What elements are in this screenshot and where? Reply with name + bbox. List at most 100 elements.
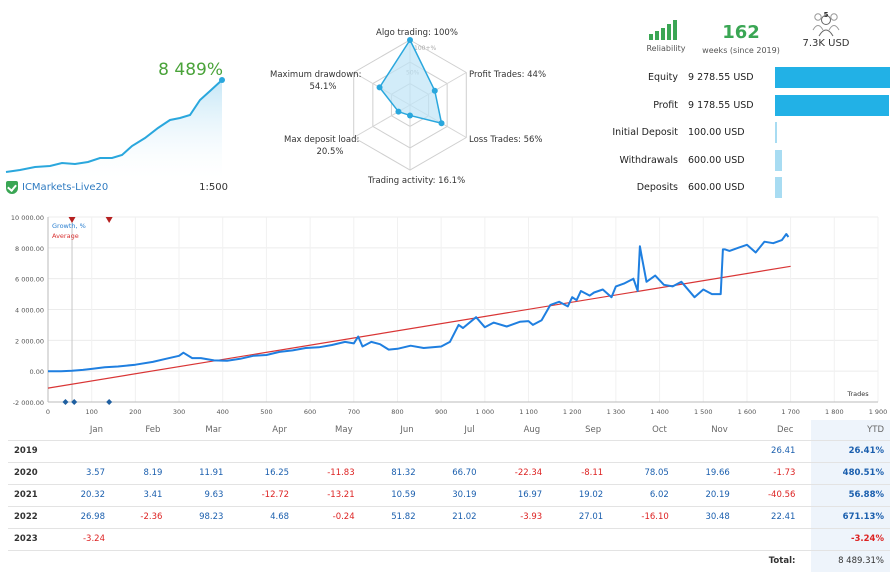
chart-xtick-label: 500	[260, 408, 272, 416]
chart-xtick-label: 1 900	[869, 408, 888, 416]
subscribers-block: 5 7.3K USD	[796, 10, 856, 49]
table-month-header: Jun	[400, 424, 414, 435]
account-name-link[interactable]: ICMarkets-Live20	[22, 182, 109, 193]
table-empty-cell	[239, 549, 306, 572]
radar-ring-label: 100+%	[414, 45, 436, 52]
table-cell	[684, 527, 746, 550]
table-cell: 30.19	[431, 483, 493, 506]
balance-row: Deposits 600.00 USD	[594, 174, 890, 201]
table-cell	[239, 439, 306, 462]
table-cell: 20.19	[684, 483, 746, 506]
table-cell: 9.63	[178, 483, 240, 506]
table-cell: 19.66	[684, 461, 746, 484]
table-cell: -3.24%	[811, 527, 890, 550]
table-body: 2019 26.41 26.41% 2020 3.57 8.19 11.91 16.25 -11…	[8, 439, 890, 572]
growth-card: 8 489% ICMarkets-Live20 1:500	[0, 0, 235, 200]
verified-shield-icon	[6, 181, 18, 194]
weeks-value: 162	[722, 22, 760, 43]
radar-chart: 100+%50%	[353, 37, 467, 171]
table-cell	[370, 439, 432, 462]
chart-xtick-label: 0	[46, 408, 50, 416]
leverage-value: 1:500	[199, 182, 228, 193]
table-cell	[239, 527, 306, 550]
table-cell: -16.10	[619, 505, 685, 528]
table-cell	[120, 439, 179, 462]
chart-xlabel: Trades	[846, 390, 869, 398]
table-cell	[431, 439, 493, 462]
table-cell	[305, 439, 371, 462]
table-month-header: Jan	[89, 424, 103, 435]
table-empty-cell	[684, 549, 746, 572]
subscribers-count: 5	[823, 11, 829, 19]
chart-ytick-label: 0.00	[30, 368, 44, 376]
table-row: 2019 26.41 26.41%	[8, 439, 890, 462]
table-year-cell: 2019	[8, 439, 60, 462]
table-cell: 11.91	[178, 461, 240, 484]
table-cell: -0.24	[305, 505, 371, 528]
table-cell: -8.11	[558, 461, 620, 484]
table-cell	[619, 439, 685, 462]
table-cell: 3.57	[60, 461, 121, 484]
reliability-bars-icon	[649, 20, 677, 40]
table-cell: 22.41	[745, 505, 812, 528]
table-cell	[178, 439, 240, 462]
table-cell: 26.41%	[811, 439, 890, 462]
table-header-row: Jan Feb Mar Apr May Jun Jul Aug Sep Oct Nov Dec YTD	[8, 420, 890, 440]
table-cell: 27.01	[558, 505, 620, 528]
table-cell: 16.25	[239, 461, 306, 484]
table-year-cell: 2020	[8, 461, 60, 484]
balance-row-bar	[775, 122, 777, 143]
table-cell	[305, 527, 371, 550]
table-total-row: Total: 8 489.31%	[8, 549, 890, 572]
table-month-header: Aug	[523, 424, 541, 435]
radar-drawdown-value: 54.1%	[309, 82, 337, 92]
balance-row: Withdrawals 600.00 USD	[594, 147, 890, 174]
table-cell: 26.41	[745, 439, 812, 462]
table-cell: 21.02	[431, 505, 493, 528]
table-cell	[558, 527, 620, 550]
table-cell: 671.13%	[811, 505, 890, 528]
table-month-header: May	[335, 424, 353, 435]
table-month-header: Sep	[585, 424, 602, 435]
table-cell: 480.51%	[811, 461, 890, 484]
table-cell	[178, 527, 240, 550]
balance-row-label: Equity	[647, 72, 678, 83]
table-cell: 78.05	[619, 461, 685, 484]
table-empty-cell	[370, 549, 432, 572]
radar-value-point	[395, 108, 402, 115]
chart-ytick-label: -2 000.00	[13, 399, 44, 407]
table-cell: 30.48	[684, 505, 746, 528]
radar-label-loss: Loss Trades: 56%	[469, 135, 543, 145]
chart-legend-average: Average	[52, 232, 79, 240]
chart-xtick-label: 900	[435, 408, 447, 416]
radar-panel: 100+%50% Algo trading: 100% Profit Trade…	[258, 0, 588, 200]
chart-xtick-label: 1 200	[563, 408, 582, 416]
radar-value-point	[407, 112, 413, 119]
table-year-cell: 2022	[8, 505, 60, 528]
table-empty-cell	[431, 549, 493, 572]
balance-row: Initial Deposit 100.00 USD	[594, 119, 890, 146]
table-cell: 66.70	[431, 461, 493, 484]
chart-xtick-label: 1 700	[781, 408, 800, 416]
table-cell: 8.19	[120, 461, 179, 484]
table-cell	[619, 527, 685, 550]
balance-row-value: 100.00 USD	[688, 127, 745, 138]
chart-xtick-label: 200	[129, 408, 141, 416]
table-cell: -1.73	[745, 461, 812, 484]
chart-xtick-label: 1 000	[476, 408, 495, 416]
radar-label-drawdown: Maximum drawdown: 54.1%	[270, 69, 361, 93]
balance-row-bar	[775, 67, 890, 88]
reliability-label: Reliability	[646, 44, 686, 53]
balance-row-bar	[775, 94, 889, 116]
balance-row-label: Deposits	[636, 182, 678, 193]
chart-bottom-marker	[106, 399, 113, 405]
growth-sparkline-line	[5, 79, 223, 173]
chart-xtick-label: 800	[391, 408, 403, 416]
growth-chart[interactable]: -2 000.00 0.00 2 000.00 4 000.00 6 000.00 8 0…	[0, 208, 890, 422]
table-cell	[120, 527, 179, 550]
table-month-header: Mar	[205, 424, 222, 435]
chart-xtick-label: 400	[217, 408, 229, 416]
table-month-header: Apr	[272, 424, 288, 435]
table-cell: 19.02	[558, 483, 620, 506]
table-month-header: Jul	[464, 424, 475, 435]
